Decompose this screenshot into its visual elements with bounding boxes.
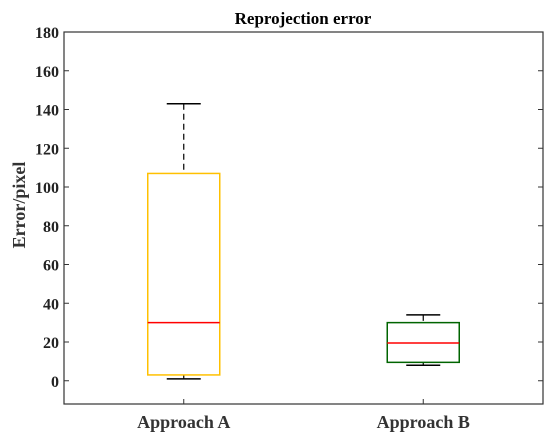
y-axis-ticks: 0 20 40 60 80 100 120 140 160 180 bbox=[35, 25, 543, 391]
y-tick-label: 100 bbox=[35, 180, 59, 197]
x-category-label: Approach B bbox=[377, 412, 470, 432]
y-tick-label: 120 bbox=[35, 141, 59, 158]
x-axis-categories: Approach A Approach B bbox=[137, 399, 470, 432]
y-tick-label: 0 bbox=[51, 374, 59, 391]
box-iqr bbox=[147, 172, 221, 376]
y-tick-label: 160 bbox=[35, 64, 59, 81]
y-tick-label: 60 bbox=[43, 258, 59, 275]
y-tick-label: 40 bbox=[43, 296, 59, 313]
y-axis-label: Error/pixel bbox=[9, 162, 29, 249]
plot-frame bbox=[63, 31, 544, 405]
y-tick-label: 180 bbox=[35, 25, 59, 42]
chart-title: Reprojection error bbox=[235, 9, 372, 28]
boxes-group bbox=[147, 102, 460, 380]
x-category-label: Approach A bbox=[137, 412, 230, 432]
y-tick-label: 20 bbox=[43, 335, 59, 352]
y-tick-label: 80 bbox=[43, 219, 59, 236]
y-tick-label: 140 bbox=[35, 103, 59, 120]
